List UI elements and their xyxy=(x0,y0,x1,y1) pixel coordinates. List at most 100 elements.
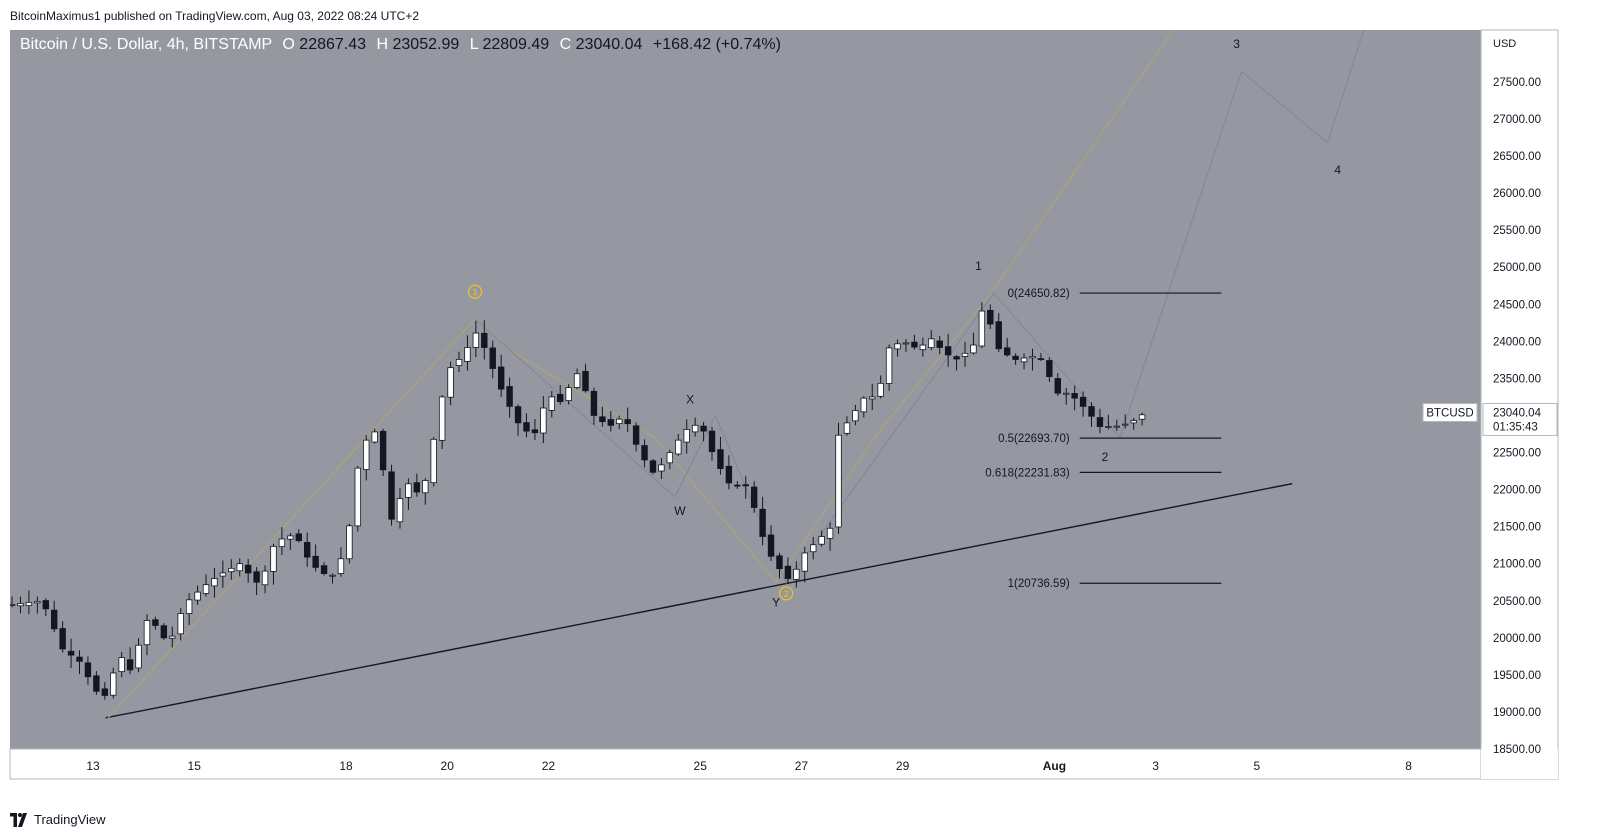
candle-body xyxy=(953,356,960,360)
candle-body xyxy=(835,434,842,528)
price-tick-label: 26500.00 xyxy=(1493,151,1541,163)
candle-body xyxy=(928,338,935,349)
candle-bearish xyxy=(42,598,49,617)
candle-body xyxy=(590,390,598,416)
price-tick-label: 19500.00 xyxy=(1493,670,1541,682)
candle-bullish xyxy=(691,417,699,437)
candle-bearish xyxy=(497,354,505,398)
candle-body xyxy=(540,407,547,434)
candle-body xyxy=(185,599,193,614)
time-axis[interactable] xyxy=(9,748,1482,780)
candle-bullish xyxy=(118,651,125,678)
plot-area[interactable] xyxy=(10,30,1481,749)
candle-bearish xyxy=(244,559,252,583)
price-tick-label: 21500.00 xyxy=(1493,522,1541,534)
candle-bullish xyxy=(1029,348,1036,371)
candle-bullish xyxy=(970,332,977,355)
candle-bullish xyxy=(810,537,817,560)
candle-bearish xyxy=(67,638,75,669)
candle-bullish xyxy=(236,558,243,577)
candle-bullish xyxy=(818,530,825,547)
candle-body xyxy=(573,373,581,388)
candle-body xyxy=(202,584,210,594)
candle-body xyxy=(110,672,117,696)
candle-body xyxy=(236,563,243,572)
price-tick-label: 21000.00 xyxy=(1493,559,1541,571)
candle-bullish xyxy=(869,383,876,411)
candle-body xyxy=(1020,357,1028,363)
candle-body xyxy=(42,600,49,610)
candle-bullish xyxy=(219,560,227,588)
candle-body xyxy=(995,321,1002,350)
candle-body xyxy=(860,397,868,413)
candle-bearish xyxy=(1046,357,1053,382)
candle-bearish xyxy=(708,426,716,461)
candle-body xyxy=(970,344,977,354)
candle-body xyxy=(514,406,522,424)
candle-bullish xyxy=(835,422,842,534)
candle-bullish xyxy=(194,585,201,605)
candle-bullish xyxy=(1105,414,1112,430)
candle-body xyxy=(261,570,269,586)
candle-body xyxy=(388,471,395,520)
last-price-box xyxy=(1482,402,1558,436)
candle-body xyxy=(1063,392,1070,395)
candle-bullish xyxy=(565,384,572,405)
candle-body xyxy=(700,425,707,432)
candle-body xyxy=(320,565,328,574)
candle-body xyxy=(987,309,994,325)
candle-body xyxy=(793,568,800,580)
price-tick-label: 24000.00 xyxy=(1493,336,1541,348)
candle-body xyxy=(329,574,336,577)
candle-bullish xyxy=(17,596,24,614)
candle-bullish xyxy=(25,590,33,615)
candle-body xyxy=(1037,358,1045,360)
price-tick-label: 18500.00 xyxy=(1493,744,1541,756)
candle-bullish xyxy=(135,638,142,673)
candle-bullish xyxy=(405,478,412,510)
candle-body xyxy=(666,452,674,464)
time-tick-label: 25 xyxy=(694,759,708,773)
candle-body xyxy=(312,555,319,568)
candle-bullish xyxy=(675,434,682,456)
price-tick-label: 27000.00 xyxy=(1493,114,1541,126)
candle-bullish xyxy=(666,449,674,470)
candle-body xyxy=(843,422,851,434)
candle-bearish xyxy=(514,404,522,436)
currency-label: USD xyxy=(1493,38,1516,50)
candle-bearish xyxy=(523,413,530,438)
candle-body xyxy=(1088,406,1095,417)
candle-body xyxy=(708,430,716,453)
candle-body xyxy=(287,535,294,540)
candle-body xyxy=(219,572,227,577)
price-tick-label: 19000.00 xyxy=(1493,707,1541,719)
projection-path xyxy=(474,30,1365,584)
candle-bullish xyxy=(10,596,16,608)
candle-bearish xyxy=(911,334,918,350)
candle-bearish xyxy=(557,385,564,405)
candle-body xyxy=(826,527,834,539)
candle-body xyxy=(1096,417,1104,427)
candle-bearish xyxy=(253,567,260,596)
fib-level-label: 0.618(22231.83) xyxy=(985,467,1070,479)
candle-bullish xyxy=(363,435,370,481)
tradingview-brand: TradingView xyxy=(34,812,106,827)
candle-body xyxy=(1071,393,1078,399)
change-value: +168.42 (+0.74%) xyxy=(653,36,781,53)
candle-bullish xyxy=(826,522,834,551)
candle-body xyxy=(506,386,513,407)
candle-bearish xyxy=(1037,352,1045,362)
candle-body xyxy=(497,366,505,390)
candle-bearish xyxy=(481,320,488,360)
time-tick-label: 5 xyxy=(1253,759,1260,773)
wave-label: W xyxy=(674,504,686,518)
candle-body xyxy=(10,604,16,606)
candle-bearish xyxy=(379,428,387,477)
time-tick-label: 29 xyxy=(896,759,910,773)
candle-body xyxy=(51,609,58,630)
tradingview-logo-icon xyxy=(10,812,27,827)
candle-bullish xyxy=(1113,419,1121,431)
candle-body xyxy=(1113,425,1121,428)
symbol-ohlc-line: Bitcoin / U.S. Dollar, 4h, BITSTAMP O 22… xyxy=(20,36,781,53)
